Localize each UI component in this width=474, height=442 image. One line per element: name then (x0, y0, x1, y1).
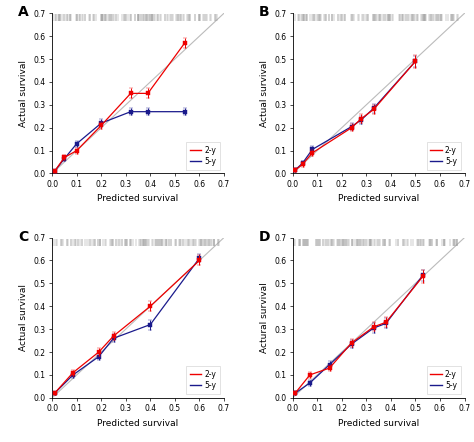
Legend: 2-y, 5-y: 2-y, 5-y (427, 142, 461, 170)
Y-axis label: Actual survival: Actual survival (19, 284, 28, 351)
X-axis label: Predicted survival: Predicted survival (338, 419, 419, 427)
Legend: 2-y, 5-y: 2-y, 5-y (427, 366, 461, 394)
Legend: 2-y, 5-y: 2-y, 5-y (186, 142, 220, 170)
Y-axis label: Actural survival: Actural survival (260, 282, 269, 353)
Text: D: D (258, 229, 270, 244)
Text: C: C (18, 229, 28, 244)
X-axis label: Predicted survival: Predicted survival (338, 194, 419, 203)
X-axis label: Predicted survival: Predicted survival (98, 194, 179, 203)
Legend: 2-y, 5-y: 2-y, 5-y (186, 366, 220, 394)
Y-axis label: Actual survival: Actual survival (19, 60, 28, 127)
Text: B: B (258, 5, 269, 19)
Text: A: A (18, 5, 28, 19)
Y-axis label: Actual survival: Actual survival (260, 60, 269, 127)
X-axis label: Predicted survival: Predicted survival (98, 419, 179, 427)
